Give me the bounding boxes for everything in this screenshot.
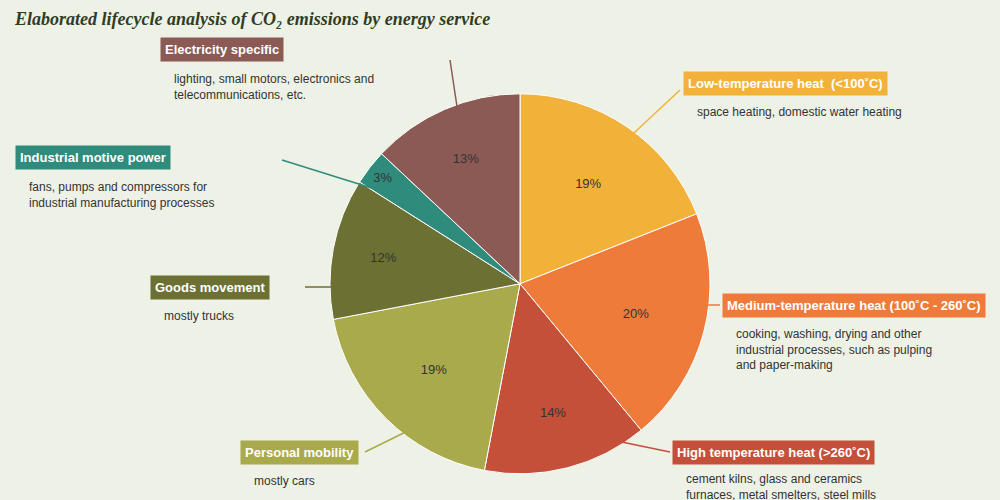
svg-text:Elaborated lifecycle analysis: Elaborated lifecycle analysis of CO₂ emi… — [14, 9, 490, 29]
svg-text:High temperature heat (>260˚C): High temperature heat (>260˚C) — [677, 445, 870, 460]
svg-text:Personal mobility: Personal mobility — [245, 445, 354, 460]
svg-text:Industrial motive power: Industrial motive power — [20, 150, 166, 165]
svg-text:19%: 19% — [421, 362, 447, 377]
svg-text:Low-temperature heat (<100˚C): Low-temperature heat (<100˚C) — [688, 76, 883, 91]
svg-text:cooking, washing, drying and o: cooking, washing, drying and otherindust… — [736, 327, 932, 372]
svg-text:cement kilns, glass and cerami: cement kilns, glass and ceramicsfurnaces… — [686, 472, 876, 500]
svg-text:lighting, small motors, electr: lighting, small motors, electronics andt… — [174, 72, 374, 102]
svg-text:mostly trucks: mostly trucks — [164, 309, 234, 323]
svg-text:mostly cars: mostly cars — [254, 474, 315, 488]
svg-text:13%: 13% — [453, 151, 479, 166]
svg-text:Medium-temperature heat (100˚C: Medium-temperature heat (100˚C - 260˚C) — [727, 298, 981, 313]
svg-text:19%: 19% — [575, 176, 601, 191]
svg-text:Electricity specific: Electricity specific — [165, 42, 279, 57]
svg-text:Goods movement: Goods movement — [155, 280, 265, 295]
svg-text:14%: 14% — [540, 405, 566, 420]
svg-text:20%: 20% — [623, 306, 649, 321]
svg-text:fans, pumps and compressors fo: fans, pumps and compressors forindustria… — [29, 180, 214, 210]
svg-text:12%: 12% — [370, 250, 396, 265]
svg-text:space heating, domestic water: space heating, domestic water heating — [697, 105, 902, 119]
svg-text:3%: 3% — [373, 170, 392, 185]
